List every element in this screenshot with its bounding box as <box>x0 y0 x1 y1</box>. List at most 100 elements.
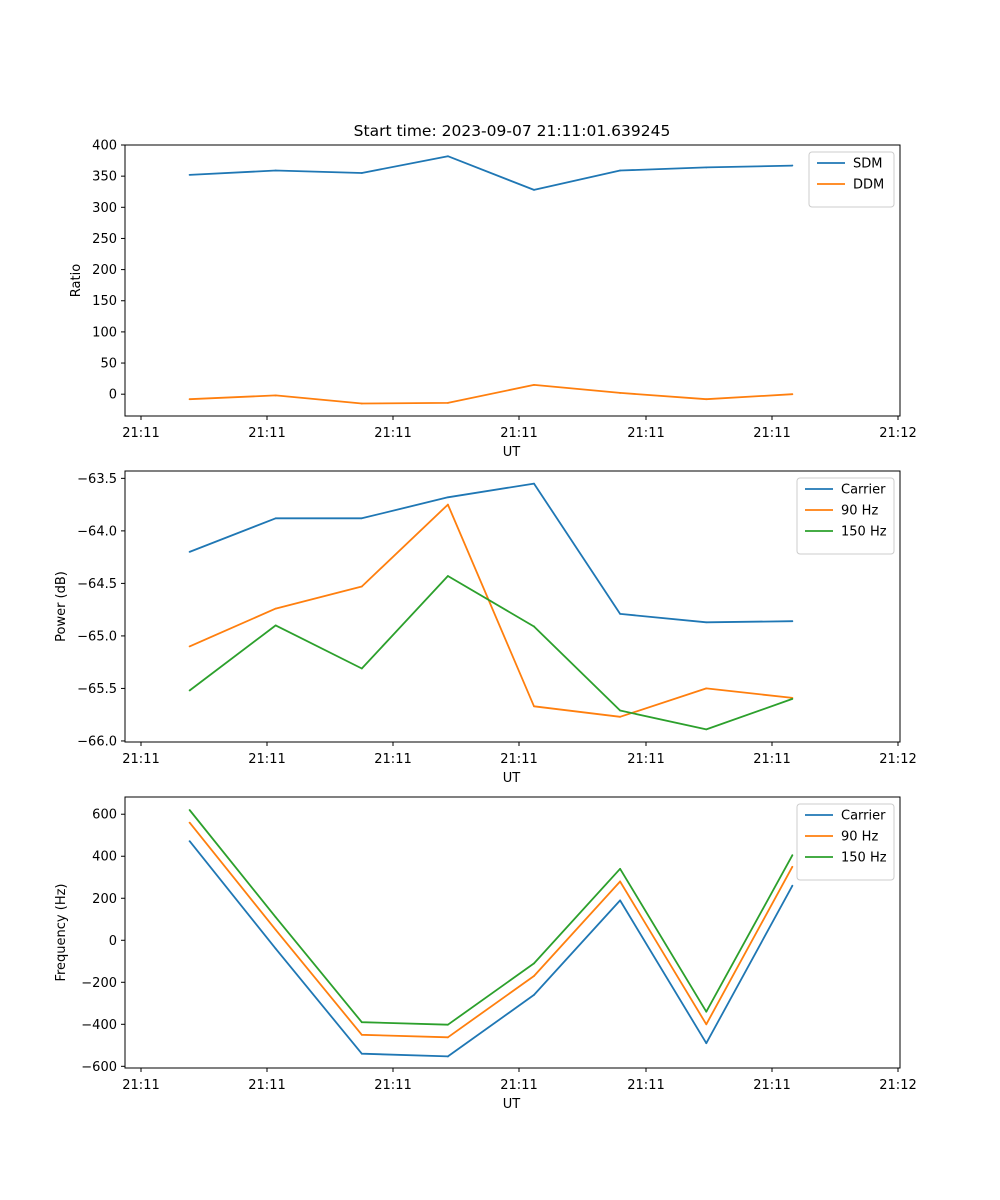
x-tick-label: 21:11 <box>753 752 790 767</box>
data-point <box>274 916 277 919</box>
data-point <box>705 621 708 624</box>
legend-box <box>808 151 895 208</box>
data-point <box>705 398 708 401</box>
legend-label: Carrier <box>841 483 886 498</box>
series-line-carrier <box>189 482 793 624</box>
y-tick-label: −400 <box>81 1018 117 1033</box>
data-point <box>447 155 449 158</box>
x-tick-label: 21:11 <box>753 1078 790 1093</box>
axes-frame <box>124 144 901 417</box>
series-line-150-hz <box>189 575 793 731</box>
x-tick-label: 21:11 <box>374 752 411 767</box>
data-point <box>447 1055 449 1058</box>
legend-label: 90 Hz <box>841 830 878 845</box>
x-axis-label: UT <box>503 445 521 460</box>
data-point <box>705 1010 708 1013</box>
data-point <box>705 1023 708 1026</box>
series-line-90-hz <box>189 503 793 718</box>
data-point <box>791 865 794 868</box>
series-line-carrier <box>188 840 794 1058</box>
legend-label: SDM <box>853 157 882 172</box>
x-tick-label: 21:11 <box>627 426 664 441</box>
y-tick-label: −65.0 <box>77 629 117 644</box>
data-point <box>274 624 277 627</box>
data-point <box>360 1021 363 1024</box>
y-tick-label: 400 <box>92 139 117 154</box>
legend-label: 150 Hz <box>841 525 887 540</box>
y-axis-label: Power (dB) <box>54 571 69 642</box>
y-tick-label: 0 <box>109 388 117 403</box>
data-point <box>791 393 794 396</box>
power-panel: 21:11 21:11 21:11 21:11 21:11 21:11 21:12 −66.0… <box>54 470 917 786</box>
x-tick-label: 21:11 <box>248 1078 285 1093</box>
x-tick-label: 21:11 <box>627 1078 664 1093</box>
data-point <box>705 728 708 731</box>
y-tick-label: −63.5 <box>77 472 117 487</box>
x-tick-label: 21:12 <box>879 426 916 441</box>
y-axis-label: Ratio <box>69 264 84 297</box>
legend-label: DDM <box>853 178 884 193</box>
y-tick-label: 400 <box>92 850 117 865</box>
data-point <box>619 715 622 718</box>
x-tick-label: 21:11 <box>753 426 790 441</box>
axes-frame <box>124 796 901 1069</box>
data-point <box>188 398 191 401</box>
series-line-ddm <box>189 383 793 405</box>
y-tick-label: 600 <box>92 808 117 823</box>
series-line-sdm <box>189 155 793 191</box>
y-tick-label: −64.0 <box>77 524 117 539</box>
data-point <box>619 169 622 172</box>
data-point <box>360 517 363 520</box>
data-point <box>274 517 277 520</box>
data-point <box>360 585 363 588</box>
y-tick-label: 350 <box>92 170 117 185</box>
y-tick-label: 0 <box>109 934 117 949</box>
data-point <box>619 867 622 870</box>
x-tick-label: 21:11 <box>122 426 159 441</box>
series-line-150-hz <box>188 809 794 1026</box>
data-point <box>274 607 277 610</box>
series-line-90-hz <box>188 822 794 1039</box>
x-tick-label: 21:11 <box>374 426 411 441</box>
data-point <box>360 667 363 670</box>
figure-title: Start time: 2023-09-07 21:11:01.639245 <box>354 122 671 140</box>
data-point <box>533 383 535 386</box>
data-point <box>705 687 708 690</box>
data-point <box>533 975 535 977</box>
x-tick-label: 21:11 <box>500 426 537 441</box>
data-point <box>447 496 449 499</box>
data-point <box>619 709 622 712</box>
legend-label: 150 Hz <box>841 851 887 866</box>
x-tick-label: 21:11 <box>374 1078 411 1093</box>
data-point <box>188 809 191 811</box>
data-point <box>360 172 363 174</box>
x-tick-label: 21:11 <box>122 752 159 767</box>
data-point <box>188 174 191 176</box>
x-tick-label: 21:11 <box>122 1078 159 1093</box>
y-tick-label: −600 <box>81 1060 117 1075</box>
x-axis-label: UT <box>503 1097 521 1112</box>
data-point <box>447 1036 449 1039</box>
data-point <box>791 620 794 623</box>
y-tick-label: 150 <box>92 294 117 309</box>
ratio-panel: 21:11 21:11 21:11 21:11 21:11 21:11 21:12 0 50 10… <box>69 139 917 461</box>
data-point <box>619 612 622 615</box>
data-point <box>533 625 535 628</box>
data-point <box>274 928 277 931</box>
data-point <box>188 689 191 692</box>
x-tick-label: 21:11 <box>500 752 537 767</box>
data-point <box>447 575 449 577</box>
data-point <box>533 962 535 965</box>
data-point <box>274 169 277 172</box>
data-point <box>533 482 535 485</box>
legend-label: 90 Hz <box>841 504 878 519</box>
data-point <box>791 854 794 857</box>
data-point <box>447 402 449 404</box>
data-point <box>619 880 622 883</box>
y-tick-label: 100 <box>92 325 117 340</box>
x-axis-label: UT <box>503 771 521 786</box>
data-point <box>447 503 449 506</box>
data-point <box>360 1033 363 1036</box>
legend-label: Carrier <box>841 809 886 824</box>
